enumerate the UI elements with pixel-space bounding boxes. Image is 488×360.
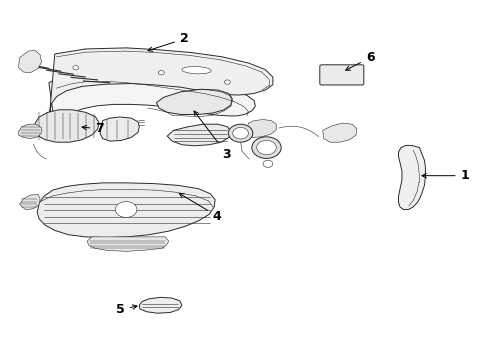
Polygon shape xyxy=(19,50,41,73)
Text: 7: 7 xyxy=(82,122,104,135)
Text: 5: 5 xyxy=(116,303,137,316)
FancyBboxPatch shape xyxy=(319,65,363,85)
Polygon shape xyxy=(167,124,230,146)
Circle shape xyxy=(232,127,248,139)
Polygon shape xyxy=(100,117,139,141)
Circle shape xyxy=(224,80,230,84)
Polygon shape xyxy=(139,297,182,313)
Polygon shape xyxy=(49,72,255,136)
Polygon shape xyxy=(322,123,356,142)
Polygon shape xyxy=(246,120,276,138)
Circle shape xyxy=(228,124,252,142)
Text: 1: 1 xyxy=(421,169,468,182)
Circle shape xyxy=(256,140,276,155)
Text: 2: 2 xyxy=(148,32,188,51)
Circle shape xyxy=(73,66,79,70)
Polygon shape xyxy=(156,89,232,114)
Circle shape xyxy=(251,137,281,158)
Polygon shape xyxy=(398,145,425,210)
Text: 4: 4 xyxy=(179,194,221,222)
Polygon shape xyxy=(19,124,41,139)
Polygon shape xyxy=(37,183,215,238)
Circle shape xyxy=(158,71,164,75)
Text: 3: 3 xyxy=(194,111,231,161)
Circle shape xyxy=(115,202,137,217)
Polygon shape xyxy=(33,110,99,142)
Polygon shape xyxy=(20,194,40,210)
Text: 6: 6 xyxy=(345,51,374,70)
Ellipse shape xyxy=(182,67,211,74)
Polygon shape xyxy=(49,48,272,121)
Polygon shape xyxy=(87,237,168,251)
Circle shape xyxy=(263,160,272,167)
